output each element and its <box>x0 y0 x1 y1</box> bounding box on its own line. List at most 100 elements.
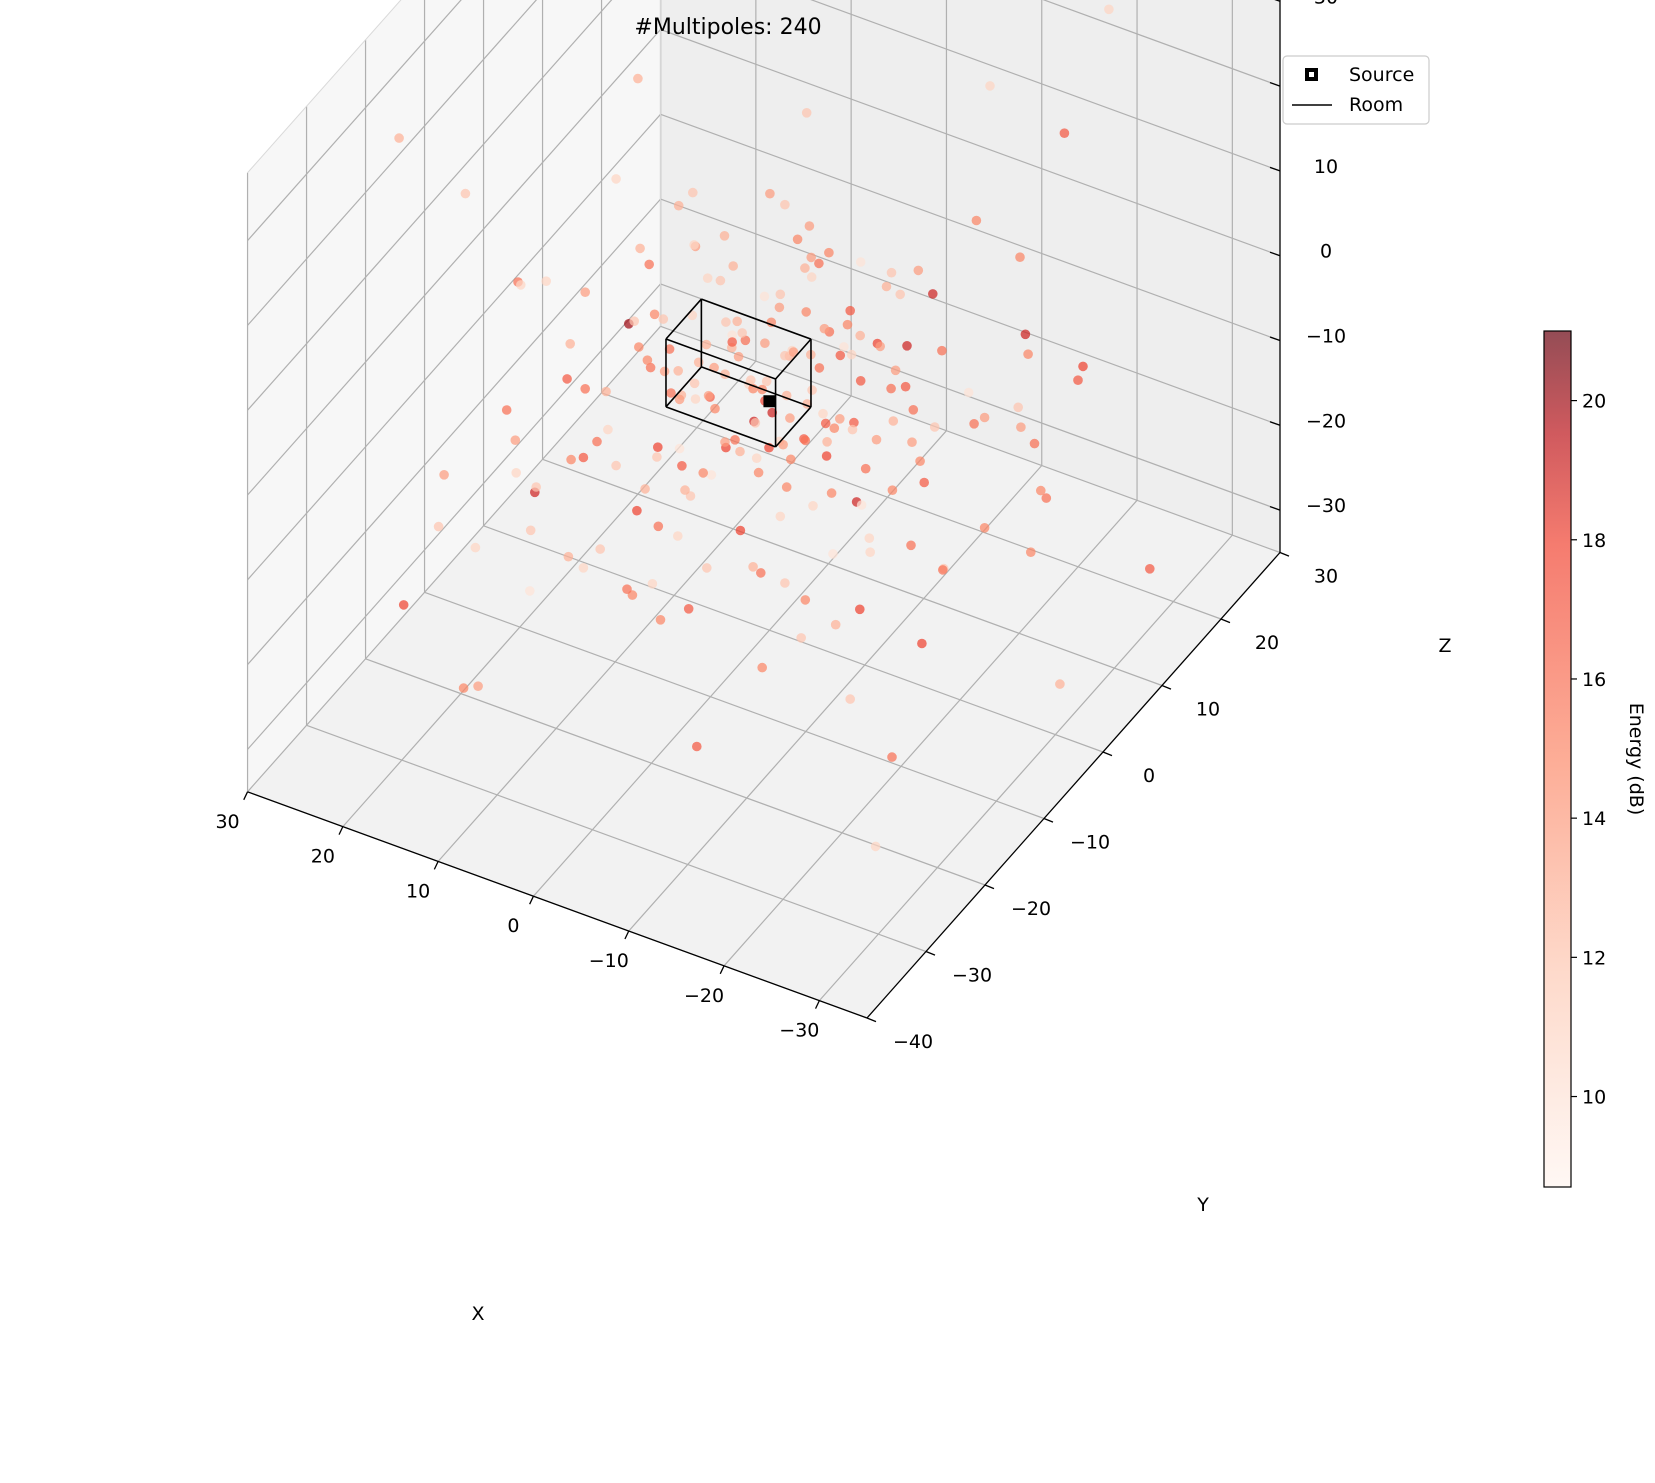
multipole-point <box>855 376 866 386</box>
multipole-point <box>622 584 632 594</box>
multipole-point <box>634 342 644 352</box>
multipole-point <box>737 328 747 338</box>
multipole-point <box>592 436 602 447</box>
multipole-point <box>710 403 720 414</box>
room-edge <box>665 298 702 340</box>
multipole-point <box>1029 438 1040 449</box>
multipole-point <box>629 316 639 327</box>
multipole-point <box>753 467 764 478</box>
multipole-point <box>822 437 832 447</box>
multipole-point <box>808 501 818 511</box>
room-edge <box>665 338 776 380</box>
y-tick-label: 20 <box>1255 632 1279 654</box>
multipole-point <box>979 412 990 423</box>
colorbar-tick-label: 16 <box>1582 669 1606 691</box>
z-tick-label: 30 <box>1314 0 1338 8</box>
x-tick-label: 0 <box>507 915 519 937</box>
multipole-point <box>759 291 770 302</box>
colorbar-tick-label: 20 <box>1582 391 1606 413</box>
multipole-point <box>937 345 947 356</box>
multipole-point <box>715 275 726 286</box>
colorbar-frame <box>1543 330 1572 1188</box>
multipole-point <box>689 378 700 389</box>
x-tick-label: 10 <box>406 880 430 902</box>
x-tick-label: −30 <box>779 1020 819 1042</box>
multipole-point <box>740 335 751 346</box>
room-edge <box>701 298 812 340</box>
multipole-point <box>890 365 901 376</box>
multipole-point <box>919 477 929 488</box>
multipole-point <box>632 505 642 516</box>
colorbar-tick-label: 10 <box>1582 1087 1606 1109</box>
multipole-point <box>830 619 841 630</box>
multipole-point <box>938 565 948 575</box>
x-tick-label: −20 <box>684 985 724 1007</box>
y-tick-label: −20 <box>1011 898 1051 920</box>
multipole-point <box>871 434 882 445</box>
multipole-point <box>645 362 656 373</box>
multipole-point <box>653 442 663 453</box>
multipole-point <box>633 73 643 84</box>
colorbar-ticks: 10 12 14 16 18 20 <box>1571 391 1606 1109</box>
multipole-point <box>1015 252 1025 262</box>
multipole-point <box>674 443 685 454</box>
multipole-point <box>703 390 714 401</box>
multipole-point <box>394 133 404 143</box>
multipole-point <box>611 460 621 471</box>
multipole-point <box>900 381 911 392</box>
legend: Source Room <box>1282 55 1430 125</box>
legend-frame <box>1282 55 1430 125</box>
multipole-point <box>800 595 811 605</box>
z-tick-label: 10 <box>1314 156 1338 178</box>
multipole-point <box>778 439 788 450</box>
z-tick-label: −10 <box>1306 326 1346 348</box>
multipole-point <box>855 257 866 267</box>
multipole-point <box>1020 329 1031 340</box>
multipole-point <box>1036 485 1046 496</box>
multipole-point <box>658 314 669 324</box>
multipole-point <box>801 307 811 317</box>
multipole-point <box>702 273 713 284</box>
multipole-point <box>578 563 589 573</box>
y-axis-label: Y <box>1196 1194 1209 1216</box>
room-edge <box>774 338 812 380</box>
multipole-point <box>963 387 974 398</box>
z-tick-label: −20 <box>1306 410 1346 432</box>
multipole-point <box>655 615 666 625</box>
multipole-point <box>915 456 925 467</box>
multipole-point <box>653 521 664 532</box>
multipole-point <box>603 424 613 435</box>
multipole-point <box>541 276 551 287</box>
colorbar-gradient <box>1544 331 1571 1187</box>
multipole-point <box>649 309 660 320</box>
room-edge <box>665 406 776 448</box>
multipole-point <box>774 302 785 313</box>
multipole-point <box>917 638 927 649</box>
multipole-point <box>775 289 786 300</box>
multipole-point <box>864 533 875 543</box>
multipole-point <box>756 568 766 578</box>
multipole-point <box>761 376 772 387</box>
multipole-point <box>433 521 444 532</box>
multipole-point <box>1041 493 1052 503</box>
source-marker-inner <box>1309 72 1314 77</box>
multipole-point <box>531 482 541 492</box>
multipole-point <box>928 289 938 299</box>
multipole-point <box>578 452 589 463</box>
multipole-point <box>746 375 756 385</box>
multipole-point <box>800 263 810 273</box>
multipole-point <box>907 437 917 448</box>
multipole-point <box>644 259 654 270</box>
multipole-point <box>666 388 676 398</box>
multipole-point <box>765 188 775 199</box>
multipole-point <box>855 604 865 615</box>
legend-room-label: Room <box>1349 94 1403 116</box>
multipole-point <box>792 234 803 245</box>
multipole-point <box>727 330 737 341</box>
multipole-point <box>821 451 832 461</box>
multipole-point <box>525 586 535 596</box>
multipole-point <box>1073 375 1083 386</box>
multipole-point <box>566 454 576 465</box>
y-tick-label: 0 <box>1143 765 1155 787</box>
y-tick-label: −40 <box>893 1031 933 1053</box>
